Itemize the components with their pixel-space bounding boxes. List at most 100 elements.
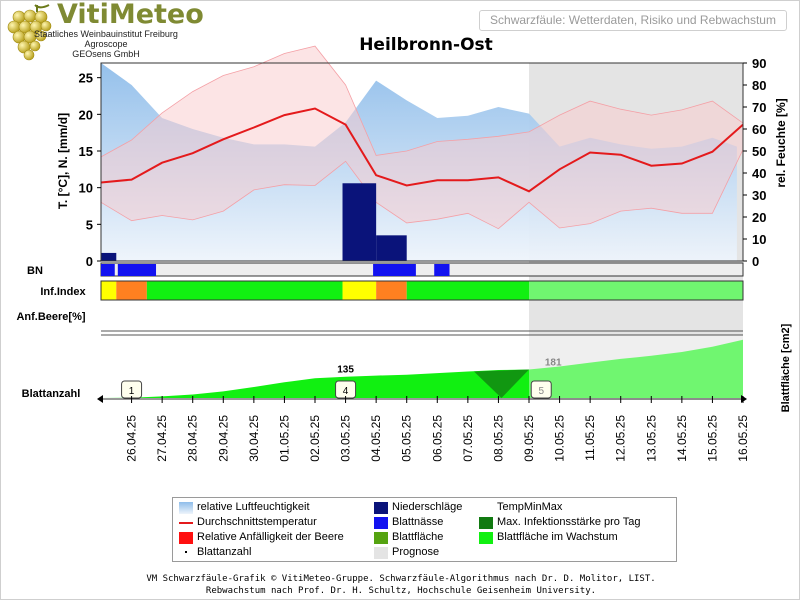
xtick-4: 30.04.25	[247, 415, 261, 462]
rain-bar-2	[376, 235, 407, 261]
legend-swatch-temp	[179, 522, 193, 524]
legend-temp: Durchschnittstemperatur	[197, 516, 317, 528]
bn-label: BN	[27, 265, 43, 277]
xtick-0: 26.04.25	[125, 415, 139, 462]
xtick-5: 01.05.25	[277, 415, 291, 462]
xtick-11: 07.05.25	[461, 415, 475, 462]
xtick-15: 11.05.25	[583, 415, 597, 461]
ytick-right-9: 90	[752, 56, 766, 71]
leaf-value-1: 181	[545, 357, 562, 368]
bn-panel	[100, 262, 744, 277]
rain-bar-0	[101, 252, 117, 261]
xtick-9: 05.05.25	[400, 415, 414, 462]
leaf-count-1: 4	[343, 386, 349, 397]
ytick-right-3: 30	[752, 188, 766, 203]
xtick-3: 29.04.25	[216, 415, 230, 462]
legend-leafarea: Blattfläche	[392, 531, 444, 543]
inf-segment-0	[101, 281, 117, 300]
legend-rain: Niederschläge	[392, 501, 463, 513]
xtick-2: 28.04.25	[186, 415, 200, 462]
anf-label: Anf.Beere[%]	[16, 311, 85, 323]
leaf-count-2: 5	[538, 386, 544, 397]
grape-cluster-icon	[7, 4, 52, 61]
legend-swatch-maxinf	[479, 517, 493, 529]
ytick-right-1: 10	[752, 232, 766, 247]
inf-segment-1	[116, 281, 147, 300]
ylabel-left: T. [°C], N. [mm/d]	[56, 113, 70, 209]
legend-swatch-leafarea	[374, 532, 388, 544]
ytick-right-4: 40	[752, 166, 766, 181]
logo-sub-2: Agroscope	[84, 39, 128, 49]
xtick-12: 08.05.25	[491, 415, 505, 462]
ytick-left-1: 5	[86, 217, 93, 232]
legend: relative Luftfeuchtigkeit Niederschläge …	[172, 497, 677, 562]
ylabel-right: rel. Feuchte [%]	[774, 98, 788, 187]
ytick-right-5: 50	[752, 144, 766, 159]
xtick-18: 14.05.25	[675, 415, 689, 462]
bn-segment-1	[117, 264, 157, 276]
footer-line-2: Rebwachstum nach Prof. Dr. H. Schultz, H…	[205, 586, 597, 596]
logo-sub-3: GEOsens GmbH	[72, 49, 140, 59]
leaf-axis-arrow-right	[741, 395, 747, 403]
xtick-19: 15.05.25	[705, 415, 719, 462]
bn-segment-0	[101, 264, 115, 276]
legend-berry: Relative Anfälligkeit der Beere	[197, 531, 344, 543]
xtick-7: 03.05.25	[339, 415, 353, 462]
xtick-6: 02.05.25	[308, 415, 322, 462]
leaf-count-0: 1	[129, 386, 135, 397]
legend-swatch-rain	[374, 502, 388, 514]
inf-label: Inf.Index	[40, 286, 86, 298]
ytick-left-5: 25	[79, 71, 93, 86]
header-box: Schwarzfäule: Wetterdaten, Risiko und Re…	[479, 10, 787, 31]
leaf-label: Blattanzahl	[22, 388, 81, 400]
leaf-forecast-overlay	[529, 335, 743, 398]
legend-swatch-leafcount	[185, 551, 187, 553]
ytick-left-2: 10	[79, 181, 93, 196]
xtick-16: 12.05.25	[614, 415, 628, 462]
legend-leafwet: Blattnässe	[392, 516, 444, 528]
chart-title: Heilbronn-Ost	[359, 35, 493, 55]
ytick-right-6: 60	[752, 122, 766, 137]
legend-swatch-leafgrowth	[479, 532, 493, 544]
ytick-right-0: 0	[752, 254, 759, 269]
ytick-right-2: 20	[752, 210, 766, 225]
footer-line-1: VM Schwarzfäule-Grafik © VitiMeteo-Grupp…	[146, 574, 656, 584]
ytick-left-0: 0	[86, 254, 93, 269]
ytick-right-7: 70	[752, 100, 766, 115]
logo-sub-1: Staatliches Weinbauinstitut Freiburg	[34, 29, 178, 39]
inf-segment-3	[342, 281, 377, 300]
inf-forecast-overlay	[529, 281, 743, 300]
leaf-count-box-2	[530, 380, 552, 399]
xtick-10: 06.05.25	[430, 415, 444, 462]
inf-panel	[100, 280, 744, 301]
legend-leafgrowth: Blattfläche im Wachstum	[497, 531, 618, 543]
xtick-8: 04.05.25	[369, 415, 383, 462]
rain-bar-1	[342, 183, 377, 261]
inf-segment-5	[406, 281, 743, 300]
xtick-20: 16.05.25	[736, 415, 750, 462]
bn-segment-3	[434, 264, 450, 276]
inf-segment-4	[376, 281, 407, 300]
leaf-area	[101, 339, 743, 398]
leaf-axis-arrow-left	[97, 395, 103, 403]
temp-mean-line	[100, 107, 744, 193]
legend-maxinf: Max. Infektionsstärke pro Tag	[497, 516, 641, 528]
bn-segment-2	[373, 264, 416, 276]
legend-swatch-berry	[179, 532, 193, 544]
ylabel-right2: Blattfläche [cm2]	[780, 323, 792, 412]
ytick-left-3: 15	[79, 144, 93, 159]
legend-forecast: Prognose	[392, 546, 440, 558]
leaf-value-0: 135	[337, 365, 354, 376]
max-infection-marker	[473, 369, 529, 398]
ytick-left-4: 20	[79, 107, 93, 122]
plot-frame	[100, 62, 744, 262]
legend-tempminmax: TempMinMax	[497, 501, 563, 513]
xtick-13: 09.05.25	[522, 415, 536, 462]
xtick-14: 10.05.25	[553, 415, 567, 462]
logo-name: VitiMeteo	[57, 0, 204, 30]
xtick-1: 27.04.25	[155, 415, 169, 462]
ytick-right-8: 80	[752, 78, 766, 93]
xtick-17: 13.05.25	[644, 415, 658, 462]
